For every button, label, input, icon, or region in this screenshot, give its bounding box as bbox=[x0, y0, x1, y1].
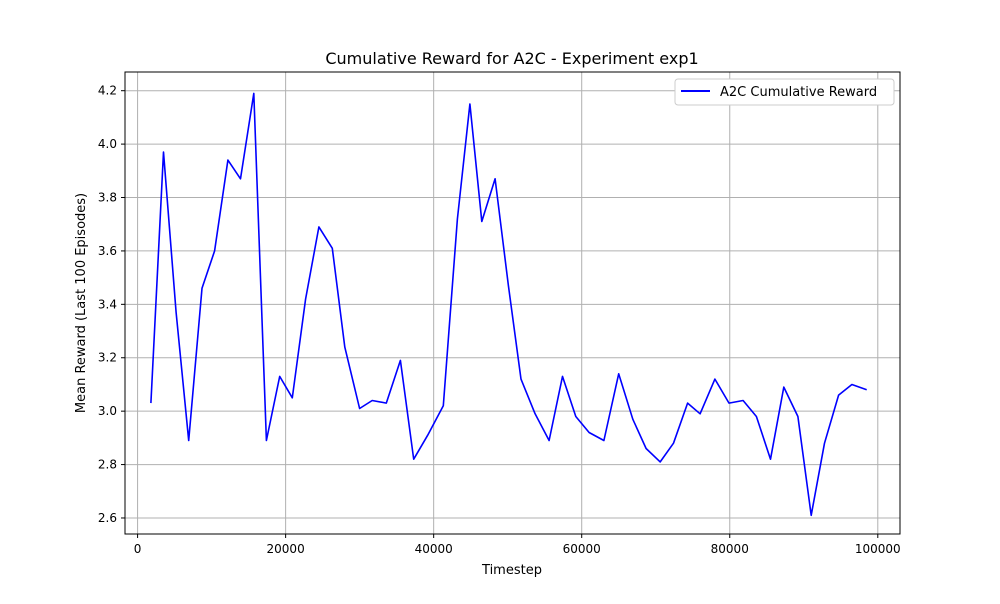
legend: A2C Cumulative Reward bbox=[674, 78, 895, 106]
x-axis-label: Timestep bbox=[481, 563, 542, 578]
y-axis-label: Mean Reward (Last 100 Episodes) bbox=[74, 193, 89, 413]
y-tick-label: 3.4 bbox=[98, 297, 117, 311]
series-layer bbox=[150, 92, 867, 517]
y-axis-ticks: 2.6 2.8 3.0 3.2 3.4 3.6 3.8 4.0 4.2 bbox=[98, 84, 125, 525]
x-tick-label: 60000 bbox=[563, 542, 601, 556]
y-tick-label: 3.8 bbox=[98, 191, 117, 205]
legend-label: A2C Cumulative Reward bbox=[720, 85, 877, 100]
y-tick-label: 3.2 bbox=[98, 351, 117, 365]
y-tick-label: 3.6 bbox=[98, 244, 117, 258]
plot-frame bbox=[124, 71, 901, 535]
y-tick-label: 4.0 bbox=[98, 137, 117, 151]
x-tick-label: 100000 bbox=[855, 542, 901, 556]
x-axis-ticks: 0 20000 40000 60000 80000 100000 bbox=[134, 534, 901, 556]
legend-box bbox=[674, 78, 895, 106]
x-tick-label: 40000 bbox=[415, 542, 453, 556]
chart-title: Cumulative Reward for A2C - Experiment e… bbox=[325, 49, 698, 68]
y-tick-label: 2.6 bbox=[98, 511, 117, 525]
x-tick-label: 20000 bbox=[267, 542, 305, 556]
grid bbox=[125, 72, 900, 534]
series-line bbox=[150, 92, 867, 517]
x-tick-label: 80000 bbox=[711, 542, 749, 556]
y-tick-label: 4.2 bbox=[98, 84, 117, 98]
y-tick-label: 3.0 bbox=[98, 404, 117, 418]
y-tick-label: 2.8 bbox=[98, 458, 117, 472]
x-tick-label: 0 bbox=[134, 542, 142, 556]
